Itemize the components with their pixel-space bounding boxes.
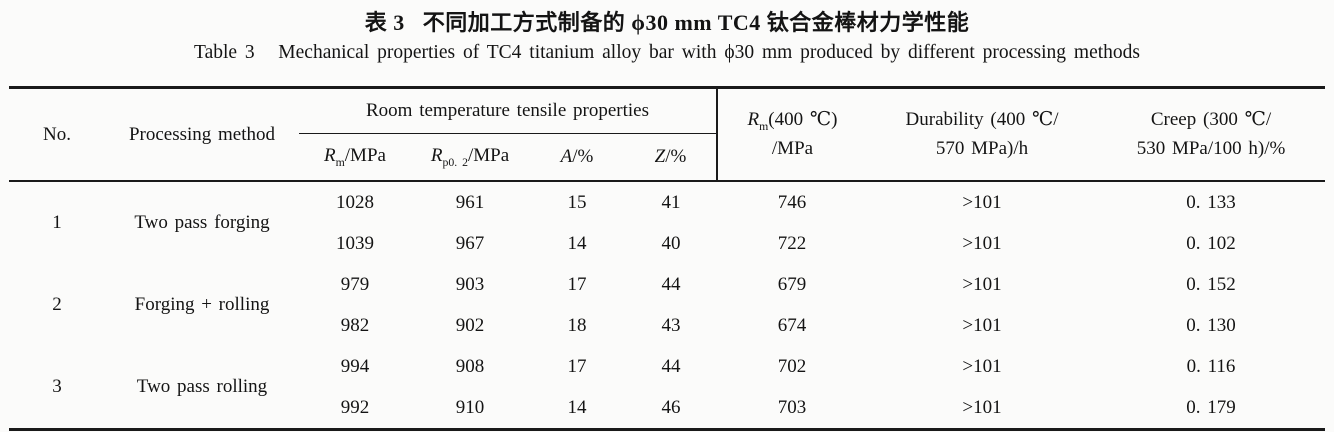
cell-rm400: 703: [777, 396, 807, 418]
cell-a: 14: [567, 396, 587, 418]
col-header-rp02: Rp0. 2/MPa: [411, 133, 529, 182]
table-header: No. Processing method Room temperature t…: [9, 87, 1325, 182]
cell-rp02: 961: [455, 191, 485, 213]
table-row: 1 Two pass forging 1028 961 15 41 746 >1…: [9, 181, 1325, 234]
table-caption-chinese: 表 3 不同加工方式制备的 ϕ30 mm TC4 钛合金棒材力学性能: [364, 10, 970, 35]
cell-rm: 994: [340, 355, 370, 377]
col-header-durability: Durability (400 ℃/ 570 MPa)/h: [867, 87, 1097, 182]
col-header-a: A/%: [529, 133, 625, 182]
cell-creep: 0. 116: [1186, 355, 1236, 377]
table-row: 982 902 18 43 674 >101 0. 130: [9, 305, 1325, 346]
cell-rm: 982: [340, 314, 370, 336]
cell-rm: 992: [340, 396, 370, 418]
cell-rm: 1028: [336, 191, 374, 213]
cell-durability: >101: [962, 314, 1002, 336]
cell-rm400: 746: [777, 191, 807, 213]
cell-a: 18: [567, 314, 587, 336]
col-header-no: No.: [9, 87, 105, 182]
cell-z: 40: [661, 232, 681, 254]
cell-rm400: 674: [777, 314, 807, 336]
cell-durability: >101: [962, 396, 1002, 418]
table-row: 3 Two pass rolling 994 908 17 44 702 >10…: [9, 346, 1325, 398]
cell-rm400: 679: [777, 273, 807, 295]
cell-durability: >101: [962, 191, 1002, 213]
cell-no: 2: [52, 294, 62, 316]
cell-a: 17: [567, 355, 587, 377]
col-header-rm-400: Rm(400 ℃) /MPa: [717, 87, 867, 182]
cell-durability: >101: [962, 355, 1002, 377]
cell-rp02: 908: [455, 355, 485, 377]
cell-method: Two pass forging: [134, 212, 270, 234]
cell-rm400: 702: [777, 355, 807, 377]
col-header-z: Z/%: [625, 133, 718, 182]
cell-creep: 0. 152: [1186, 273, 1236, 295]
cell-no: 1: [52, 212, 62, 234]
col-header-processing-method: Processing method: [105, 87, 299, 182]
cell-a: 17: [567, 273, 587, 295]
cell-rm400: 722: [777, 232, 807, 254]
table-row: 2 Forging + rolling 979 903 17 44 679 >1…: [9, 264, 1325, 316]
table-caption-english: Table 3 Mechanical properties of TC4 tit…: [194, 42, 1140, 63]
cell-a: 15: [567, 191, 587, 213]
cell-method: Two pass rolling: [136, 376, 268, 398]
mechanical-properties-table: No. Processing method Room temperature t…: [9, 86, 1325, 431]
table-row: 1039 967 14 40 722 >101 0. 102: [9, 223, 1325, 264]
col-header-rm: Rm/MPa: [299, 133, 411, 182]
cell-rp02: 903: [455, 273, 485, 295]
cell-creep: 0. 102: [1186, 232, 1236, 254]
cell-rp02: 902: [455, 314, 485, 336]
cell-a: 14: [567, 232, 587, 254]
cell-no: 3: [52, 376, 62, 398]
cell-z: 44: [661, 355, 681, 377]
cell-z: 46: [661, 396, 681, 418]
cell-durability: >101: [962, 232, 1002, 254]
cell-creep: 0. 179: [1186, 396, 1236, 418]
cell-z: 41: [661, 191, 681, 213]
cell-method: Forging + rolling: [134, 294, 270, 316]
table-row: 992 910 14 46 703 >101 0. 179: [9, 387, 1325, 430]
cell-rm: 1039: [336, 232, 374, 254]
col-header-creep: Creep (300 ℃/ 530 MPa/100 h)/%: [1097, 87, 1325, 182]
cell-creep: 0. 130: [1186, 314, 1236, 336]
table-body: 1 Two pass forging 1028 961 15 41 746 >1…: [9, 181, 1325, 430]
col-group-header-tensile: Room temperature tensile properties: [299, 87, 718, 134]
cell-z: 43: [661, 314, 681, 336]
cell-rm: 979: [340, 273, 370, 295]
cell-rp02: 910: [455, 396, 485, 418]
cell-durability: >101: [962, 273, 1002, 295]
cell-rp02: 967: [455, 232, 485, 254]
cell-creep: 0. 133: [1186, 191, 1236, 213]
cell-z: 44: [661, 273, 681, 295]
